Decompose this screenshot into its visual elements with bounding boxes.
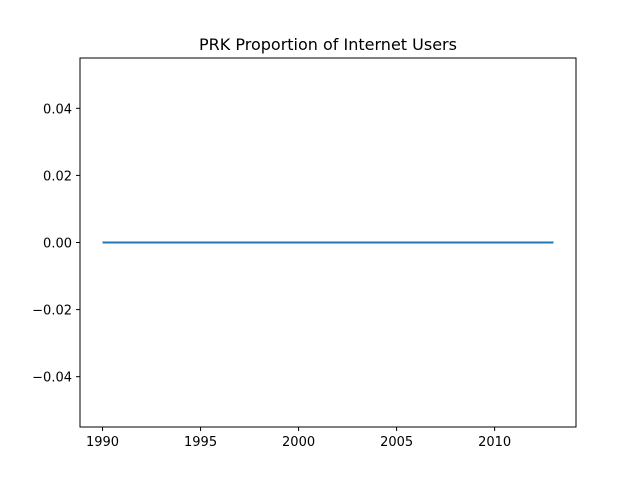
y-tick-label: 0.04 — [43, 102, 72, 117]
ticks-layer: 1990 1995 2000 2005 2010 −0.04 −0.02 0.00 0.02 0.… — [32, 102, 511, 450]
y-tick-label: −0.04 — [32, 371, 72, 386]
x-tick-label: 2005 — [380, 435, 413, 450]
x-tick-label: 2000 — [282, 435, 315, 450]
chart-title: PRK Proportion of Internet Users — [199, 35, 457, 54]
plot-area-frame — [79, 57, 577, 428]
y-tick-label: 0.02 — [43, 169, 72, 184]
x-tick-label: 1990 — [86, 435, 119, 450]
x-tick-label: 2010 — [478, 435, 511, 450]
x-tick-label: 1995 — [184, 435, 217, 450]
y-tick-label: 0.00 — [43, 237, 72, 252]
y-tick-label: −0.02 — [32, 304, 72, 319]
